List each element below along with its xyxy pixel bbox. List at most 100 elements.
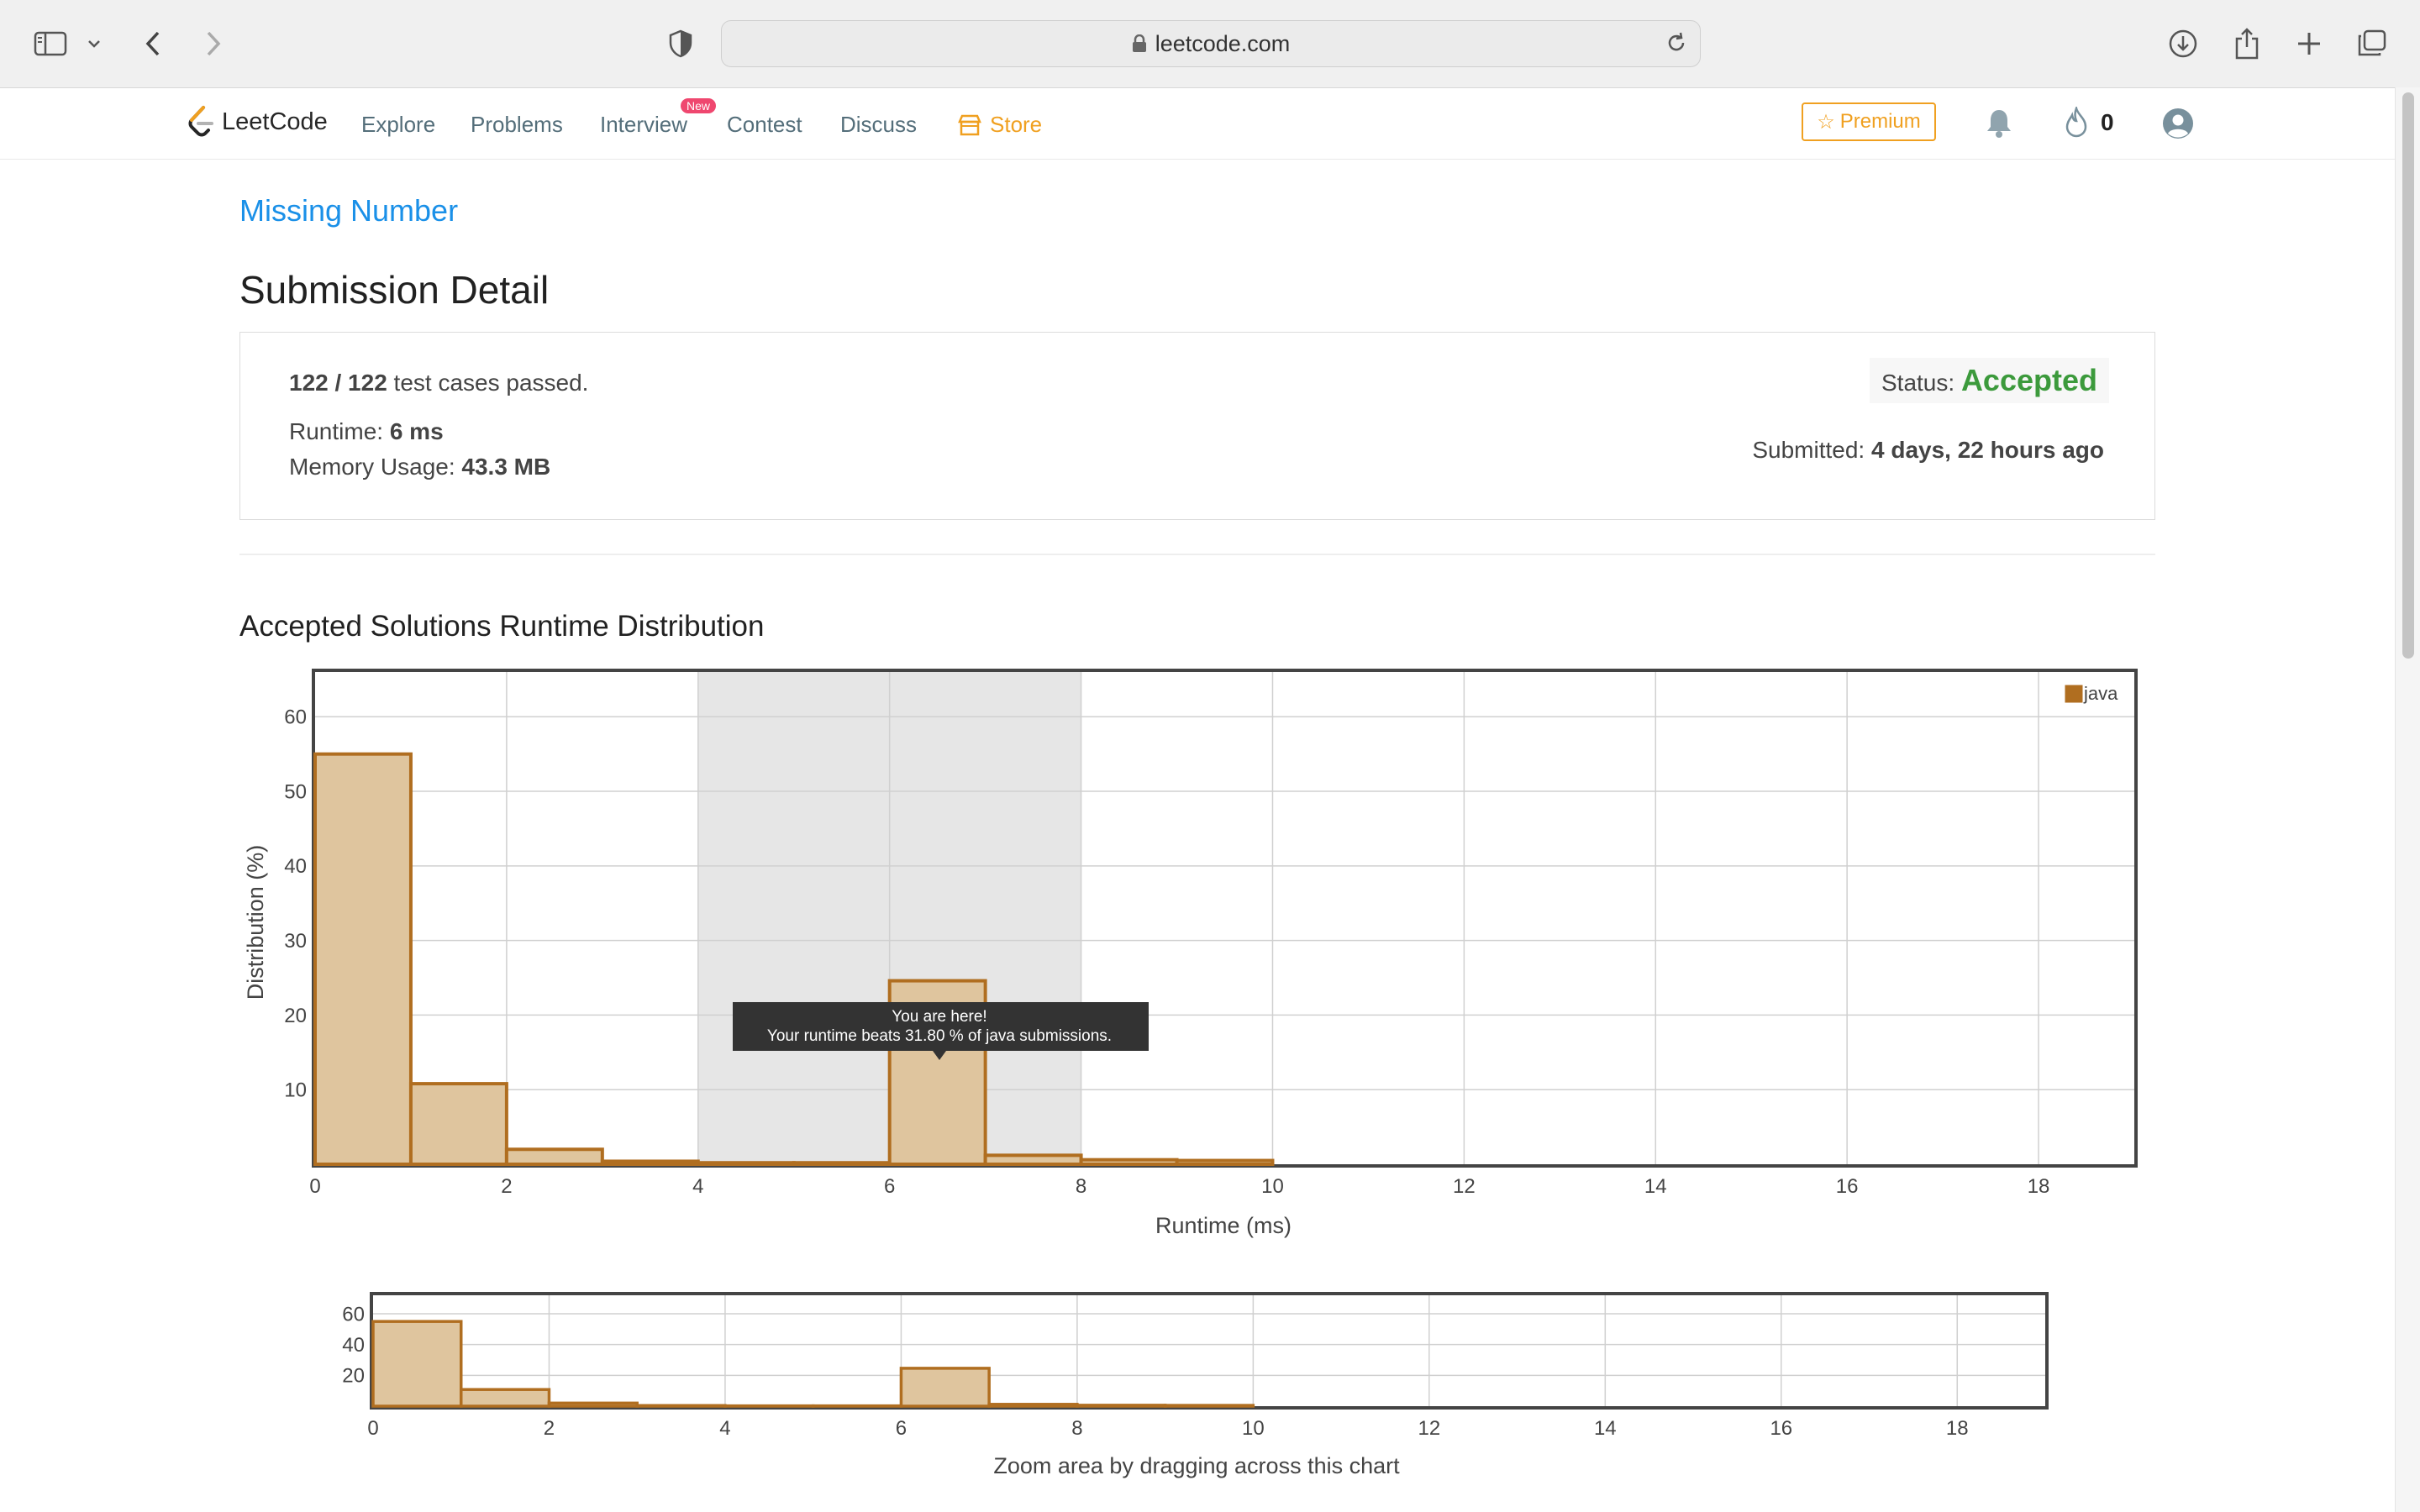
new-tab-icon[interactable]	[2289, 24, 2329, 64]
memory-value: 43.3 MB	[461, 454, 551, 480]
star-icon: ☆	[1817, 110, 1835, 134]
navigator-x-tick-label: 16	[1770, 1417, 1792, 1440]
share-icon[interactable]	[2227, 24, 2267, 64]
nav-link-store[interactable]: Store	[958, 112, 1042, 138]
navigator-x-tick-label: 4	[719, 1417, 730, 1440]
scrollbar-thumb[interactable]	[2402, 92, 2414, 659]
main-y-tick-label: 50	[284, 780, 307, 803]
navigator-y-tick-label: 40	[342, 1334, 365, 1357]
submitted-label: Submitted:	[1752, 437, 1871, 463]
navigator-x-tick-label: 8	[1071, 1417, 1082, 1440]
navigator-bar	[899, 1367, 991, 1408]
main-bar	[600, 1159, 700, 1167]
memory-label: Memory Usage:	[289, 454, 462, 480]
section-title: Accepted Solutions Runtime Distribution	[239, 610, 765, 643]
navigator-y-tick-label: 20	[342, 1365, 365, 1388]
main-x-tick-label: 16	[1836, 1175, 1859, 1198]
main-bar	[792, 1161, 892, 1167]
url-bar[interactable]: leetcode.com	[721, 20, 1701, 67]
navigator-bar	[459, 1388, 551, 1408]
main-x-tick-label: 6	[884, 1175, 895, 1198]
navigator-bar	[987, 1403, 1079, 1408]
sidebar-icon[interactable]	[30, 24, 71, 64]
tooltip-arrow	[933, 1051, 946, 1060]
navigator-x-tick-label: 2	[544, 1417, 555, 1440]
main-bar	[1079, 1158, 1179, 1167]
navigator-y-tick-label: 60	[342, 1303, 365, 1326]
tooltip-line-1: You are here!	[892, 1008, 986, 1026]
forward-icon[interactable]	[193, 24, 234, 64]
main-x-tick-label: 14	[1644, 1175, 1667, 1198]
streak-count: 0	[2101, 109, 2114, 135]
legend-swatch	[2065, 685, 2083, 703]
user-avatar-icon[interactable]	[2161, 107, 2195, 140]
nav-link-explore[interactable]: Explore	[361, 112, 436, 137]
navigator-x-tick-label: 10	[1242, 1417, 1265, 1440]
main-x-tick-label: 0	[309, 1175, 320, 1198]
back-icon[interactable]	[133, 24, 173, 64]
tooltip-line-2: Your runtime beats 31.80 % of java submi…	[767, 1027, 1112, 1045]
premium-label: Premium	[1839, 110, 1921, 133]
legend-label: java	[2083, 683, 2118, 704]
main-bar	[313, 752, 413, 1167]
main-y-tick-label: 60	[284, 706, 307, 729]
zoom-navigator-chart[interactable]: 0 2 4 6 8 10 12 14 16 18 20 40 60 Zoom area by drag…	[319, 1285, 2067, 1495]
leetcode-logo[interactable]: LeetCode	[187, 105, 328, 139]
navigator-bar	[547, 1401, 639, 1408]
navigator-bar	[1163, 1404, 1255, 1408]
main-x-tick-label: 18	[2028, 1175, 2050, 1198]
lock-icon	[1132, 34, 1146, 52]
main-y-tick-label: 20	[284, 1005, 307, 1027]
leetcode-logo-icon	[188, 106, 213, 137]
x-axis-label: Runtime (ms)	[1155, 1213, 1292, 1238]
navigator-frame	[370, 1292, 2049, 1410]
status-value: Accepted	[1960, 363, 2097, 397]
main-y-tick-label: 40	[284, 855, 307, 878]
submitted-value: 4 days, 22 hours ago	[1871, 437, 2104, 463]
navigator-x-tick-label: 6	[896, 1417, 907, 1440]
streak-counter[interactable]: 0	[2064, 107, 2114, 139]
main-bar	[504, 1147, 604, 1167]
navigator-x-tick-label: 14	[1594, 1417, 1617, 1440]
problem-link[interactable]: Missing Number	[239, 193, 459, 228]
navigator-bar	[1076, 1404, 1167, 1408]
nav-link-interview[interactable]: Interview	[600, 112, 688, 137]
submission-detail-box: 122 / 122 test cases passed. Runtime: 6 …	[239, 332, 2155, 520]
runtime-value: 6 ms	[389, 418, 444, 444]
nav-link-discuss[interactable]: Discuss	[840, 112, 918, 137]
main-y-tick-label: 30	[284, 930, 307, 953]
test-cases-count: 122 / 122	[289, 370, 387, 396]
reload-icon[interactable]	[1665, 31, 1688, 55]
main-x-tick-label: 2	[501, 1175, 512, 1198]
navigator-x-tick-label: 18	[1946, 1417, 1969, 1440]
legend[interactable]: java	[2065, 683, 2118, 704]
runtime-row: Runtime: 6 ms	[289, 418, 444, 445]
download-icon[interactable]	[2163, 24, 2203, 64]
main-x-tick-label: 12	[1453, 1175, 1476, 1198]
navigator-x-tick-label: 12	[1418, 1417, 1440, 1440]
privacy-shield-icon[interactable]	[660, 24, 701, 64]
new-badge: New	[681, 98, 717, 113]
nav-link-problems[interactable]: Problems	[471, 112, 563, 137]
main-y-tick-label: 10	[284, 1079, 307, 1102]
navigator-caption: Zoom area by dragging across this chart	[993, 1453, 1400, 1478]
runtime-distribution-chart[interactable]: 0 2 4 6 8 10 12 14 16 18 10 20 30 40 50 60 Runtime (ms…	[235, 655, 2168, 1260]
url-text: leetcode.com	[1155, 30, 1291, 56]
status-badge: Status: Accepted	[1870, 358, 2109, 403]
navigator-bar	[371, 1320, 463, 1408]
memory-row: Memory Usage: 43.3 MB	[289, 454, 550, 480]
tab-overview-icon[interactable]	[2351, 24, 2391, 64]
navigator-bar	[635, 1404, 727, 1408]
nav-link-contest[interactable]: Contest	[727, 112, 802, 137]
site-navbar: LeetCode Explore Problems Interview New …	[0, 88, 2395, 160]
page-scrollbar[interactable]	[2395, 87, 2420, 1512]
main-bar	[1175, 1158, 1275, 1167]
tooltip-box	[733, 1002, 1149, 1051]
chevron-down-icon[interactable]	[77, 24, 111, 64]
bell-icon[interactable]	[1985, 107, 2013, 139]
main-x-tick-label: 10	[1261, 1175, 1284, 1198]
runtime-label: Runtime:	[289, 418, 390, 444]
submitted-row: Submitted: 4 days, 22 hours ago	[1752, 437, 2104, 464]
navigator-x-tick-label: 0	[367, 1417, 378, 1440]
premium-button[interactable]: ☆ Premium	[1802, 102, 1936, 141]
